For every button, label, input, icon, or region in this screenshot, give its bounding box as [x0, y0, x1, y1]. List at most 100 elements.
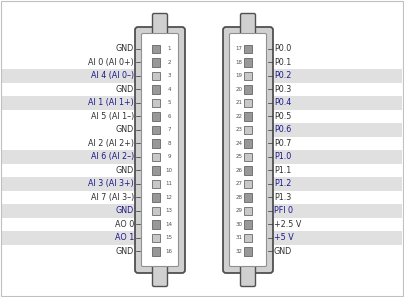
Bar [2, 217, 136, 231]
Text: GND: GND [116, 166, 134, 175]
Text: GND: GND [116, 247, 134, 256]
Bar [152, 179, 160, 188]
Bar [2, 56, 136, 69]
Text: P1.2: P1.2 [274, 179, 291, 188]
Bar [2, 231, 136, 244]
Bar [244, 179, 252, 188]
Text: P0.0: P0.0 [274, 44, 291, 53]
Bar [2, 69, 136, 83]
Text: 9: 9 [167, 154, 171, 159]
Text: AI 5 (AI 1–): AI 5 (AI 1–) [91, 112, 134, 121]
Bar [152, 193, 160, 201]
Text: GND: GND [274, 247, 292, 256]
Text: P1.3: P1.3 [274, 193, 291, 202]
Text: 15: 15 [166, 235, 173, 240]
Text: GND: GND [116, 85, 134, 94]
Bar [244, 220, 252, 228]
Text: 17: 17 [236, 46, 242, 51]
Text: P0.3: P0.3 [274, 85, 291, 94]
Text: P0.5: P0.5 [274, 112, 291, 121]
Text: P0.1: P0.1 [274, 58, 291, 67]
Text: 27: 27 [236, 181, 242, 186]
Text: GND: GND [116, 125, 134, 134]
Bar [2, 164, 136, 177]
Text: 18: 18 [236, 60, 242, 65]
Text: AI 6 (AI 2–): AI 6 (AI 2–) [91, 152, 134, 161]
Text: P1.0: P1.0 [274, 152, 291, 161]
Bar [272, 69, 402, 83]
Bar [244, 233, 252, 242]
Bar [152, 247, 160, 255]
Text: 4: 4 [167, 87, 171, 92]
Bar [244, 58, 252, 67]
FancyBboxPatch shape [152, 13, 168, 34]
Bar [152, 220, 160, 228]
Bar [244, 247, 252, 255]
Bar [272, 177, 402, 190]
Text: AI 3 (AI 3+): AI 3 (AI 3+) [88, 179, 134, 188]
Bar [244, 45, 252, 53]
Bar [272, 150, 402, 164]
Text: 19: 19 [236, 73, 242, 78]
Text: 31: 31 [236, 235, 242, 240]
FancyBboxPatch shape [240, 266, 255, 287]
Text: 23: 23 [236, 127, 242, 132]
Text: AI 0 (AI 0+): AI 0 (AI 0+) [88, 58, 134, 67]
Bar [272, 164, 402, 177]
Text: 7: 7 [167, 127, 171, 132]
Bar [152, 233, 160, 242]
Text: 32: 32 [236, 249, 242, 254]
Text: 12: 12 [166, 195, 173, 200]
Text: AI 4 (AI 0–): AI 4 (AI 0–) [91, 71, 134, 80]
Bar [2, 150, 136, 164]
Text: 16: 16 [166, 249, 173, 254]
Text: 21: 21 [236, 100, 242, 105]
Text: GND: GND [116, 44, 134, 53]
Text: +5 V: +5 V [274, 233, 294, 242]
FancyBboxPatch shape [152, 266, 168, 287]
Bar [272, 110, 402, 123]
Text: 28: 28 [236, 195, 242, 200]
Text: 25: 25 [236, 154, 242, 159]
Bar [152, 139, 160, 148]
Text: 29: 29 [236, 208, 242, 213]
Bar [244, 166, 252, 175]
Bar [272, 123, 402, 137]
Bar [2, 244, 136, 258]
FancyBboxPatch shape [240, 13, 255, 34]
Text: AO 0: AO 0 [115, 220, 134, 229]
Bar [272, 42, 402, 56]
Bar [152, 85, 160, 94]
Text: 24: 24 [236, 141, 242, 146]
Text: 14: 14 [166, 222, 173, 227]
Bar [2, 42, 136, 56]
Bar [2, 190, 136, 204]
Text: 5: 5 [167, 100, 171, 105]
Bar [272, 217, 402, 231]
FancyBboxPatch shape [141, 34, 179, 266]
Bar [244, 139, 252, 148]
Bar [2, 177, 136, 190]
Text: 8: 8 [167, 141, 171, 146]
Bar [244, 85, 252, 94]
Text: 11: 11 [166, 181, 173, 186]
Bar [2, 83, 136, 96]
Bar [244, 99, 252, 107]
Text: P0.7: P0.7 [274, 139, 291, 148]
Text: 10: 10 [166, 168, 173, 173]
Text: 22: 22 [236, 114, 242, 119]
Text: 6: 6 [167, 114, 171, 119]
Bar [152, 45, 160, 53]
Bar [2, 123, 136, 137]
Bar [272, 137, 402, 150]
Bar [244, 126, 252, 134]
Text: 3: 3 [167, 73, 171, 78]
Text: 20: 20 [236, 87, 242, 92]
Bar [152, 126, 160, 134]
Bar [2, 137, 136, 150]
Bar [272, 56, 402, 69]
Bar [244, 152, 252, 161]
Text: P1.1: P1.1 [274, 166, 291, 175]
Text: +2.5 V: +2.5 V [274, 220, 301, 229]
Bar [244, 206, 252, 215]
